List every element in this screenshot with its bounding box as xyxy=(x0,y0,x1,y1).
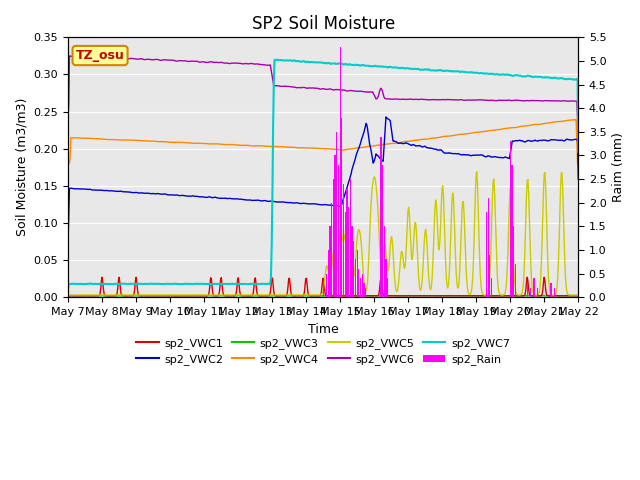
Bar xyxy=(527,283,528,297)
Bar xyxy=(326,274,327,297)
Bar xyxy=(343,184,344,297)
Bar xyxy=(338,165,339,297)
Bar xyxy=(387,278,388,297)
Legend: sp2_VWC1, sp2_VWC2, sp2_VWC3, sp2_VWC4, sp2_VWC5, sp2_VWC6, sp2_VWC7, sp2_Rain: sp2_VWC1, sp2_VWC2, sp2_VWC3, sp2_VWC4, … xyxy=(132,334,515,370)
Bar xyxy=(364,283,365,297)
Y-axis label: Soil Moisture (m3/m3): Soil Moisture (m3/m3) xyxy=(15,98,28,237)
Bar xyxy=(333,179,334,297)
Bar xyxy=(511,165,513,297)
Bar xyxy=(341,118,342,297)
Bar xyxy=(365,288,366,297)
Bar xyxy=(515,264,516,297)
Bar xyxy=(486,212,487,297)
Bar xyxy=(358,269,360,297)
Bar xyxy=(488,198,489,297)
Bar xyxy=(513,227,515,297)
Bar xyxy=(353,240,355,297)
Bar xyxy=(554,288,555,297)
Bar xyxy=(328,250,329,297)
Bar xyxy=(331,203,332,297)
Bar xyxy=(360,278,361,297)
Y-axis label: Raim (mm): Raim (mm) xyxy=(612,132,625,202)
Title: SP2 Soil Moisture: SP2 Soil Moisture xyxy=(252,15,395,33)
Bar xyxy=(537,288,538,297)
Bar xyxy=(350,179,351,297)
Bar xyxy=(362,274,363,297)
Text: TZ_osu: TZ_osu xyxy=(76,49,124,62)
X-axis label: Time: Time xyxy=(308,323,339,336)
Bar xyxy=(336,132,337,297)
Bar xyxy=(351,227,353,297)
Bar xyxy=(491,278,492,297)
Bar xyxy=(530,288,531,297)
Bar xyxy=(323,283,324,297)
Bar xyxy=(346,189,348,297)
Bar xyxy=(550,283,552,297)
Bar xyxy=(385,260,387,297)
Bar xyxy=(348,207,349,297)
Bar xyxy=(380,137,381,297)
Bar xyxy=(509,141,511,297)
Bar xyxy=(489,255,490,297)
Bar xyxy=(382,165,383,297)
Bar xyxy=(345,212,346,297)
Bar xyxy=(356,250,358,297)
Bar xyxy=(355,260,356,297)
Bar xyxy=(384,227,385,297)
